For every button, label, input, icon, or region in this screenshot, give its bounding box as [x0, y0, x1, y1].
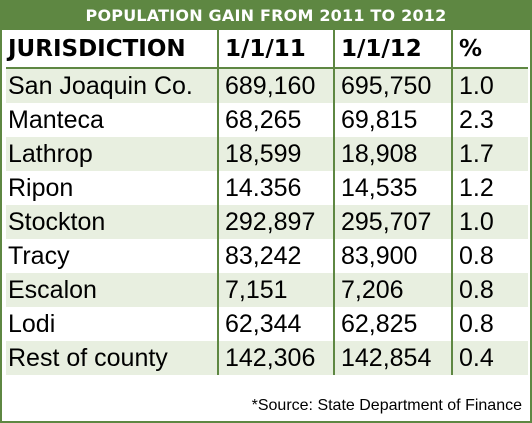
- percent-cell: 0.8: [451, 307, 528, 341]
- header-percent: %: [451, 30, 528, 69]
- table-row: Ripon 14.356 14,535 1.2: [6, 171, 528, 205]
- pop-2012-cell: 142,854: [333, 341, 452, 375]
- percent-cell: 2.3: [451, 103, 528, 137]
- table-row: San Joaquin Co. 689,160 695,750 1.0: [6, 68, 528, 103]
- percent-cell: 1.0: [451, 68, 528, 103]
- jurisdiction-cell: Lathrop: [6, 137, 218, 171]
- pop-2012-cell: 18,908: [333, 137, 452, 171]
- pop-2011-cell: 7,151: [217, 273, 334, 307]
- percent-cell: 0.4: [451, 341, 528, 375]
- table-row: Manteca 68,265 69,815 2.3: [6, 103, 528, 137]
- jurisdiction-cell: Tracy: [6, 239, 218, 273]
- pop-2011-cell: 83,242: [217, 239, 334, 273]
- percent-cell: 1.0: [451, 205, 528, 239]
- jurisdiction-cell: Rest of county: [6, 341, 218, 375]
- pop-2012-cell: 295,707: [333, 205, 452, 239]
- table-row: Escalon 7,151 7,206 0.8: [6, 273, 528, 307]
- pop-2011-cell: 14.356: [217, 171, 334, 205]
- table-row: Lathrop 18,599 18,908 1.7: [6, 137, 528, 171]
- header-2012: 1/1/12: [333, 30, 452, 69]
- percent-cell: 1.2: [451, 171, 528, 205]
- table-title: POPULATION GAIN FROM 2011 TO 2012: [2, 2, 530, 30]
- table-row: Lodi 62,344 62,825 0.8: [6, 307, 528, 341]
- jurisdiction-cell: Ripon: [6, 171, 218, 205]
- pop-2011-cell: 689,160: [217, 68, 334, 103]
- table-row: Tracy 83,242 83,900 0.8: [6, 239, 528, 273]
- pop-2011-cell: 62,344: [217, 307, 334, 341]
- header-2011: 1/1/11: [217, 30, 334, 69]
- table-row: Stockton 292,897 295,707 1.0: [6, 205, 528, 239]
- pop-2011-cell: 142,306: [217, 341, 334, 375]
- source-note: *Source: State Department of Finance: [251, 397, 522, 414]
- percent-cell: 0.8: [451, 239, 528, 273]
- pop-2012-cell: 62,825: [333, 307, 452, 341]
- jurisdiction-cell: Lodi: [6, 307, 218, 341]
- table-row: Rest of county 142,306 142,854 0.4: [6, 341, 528, 375]
- header-jurisdiction: JURISDICTION: [6, 30, 218, 69]
- pop-2012-cell: 83,900: [333, 239, 452, 273]
- jurisdiction-cell: Manteca: [6, 103, 218, 137]
- jurisdiction-cell: San Joaquin Co.: [6, 68, 218, 103]
- pop-2012-cell: 69,815: [333, 103, 452, 137]
- percent-cell: 1.7: [451, 137, 528, 171]
- pop-2012-cell: 14,535: [333, 171, 452, 205]
- percent-cell: 0.8: [451, 273, 528, 307]
- pop-2011-cell: 292,897: [217, 205, 334, 239]
- pop-2012-cell: 695,750: [333, 68, 452, 103]
- pop-2011-cell: 68,265: [217, 103, 334, 137]
- jurisdiction-cell: Stockton: [6, 205, 218, 239]
- population-table: JURISDICTION 1/1/11 1/1/12 % San Joaquin…: [6, 30, 528, 375]
- jurisdiction-cell: Escalon: [6, 273, 218, 307]
- header-row: JURISDICTION 1/1/11 1/1/12 %: [6, 30, 528, 69]
- pop-2012-cell: 7,206: [333, 273, 452, 307]
- pop-2011-cell: 18,599: [217, 137, 334, 171]
